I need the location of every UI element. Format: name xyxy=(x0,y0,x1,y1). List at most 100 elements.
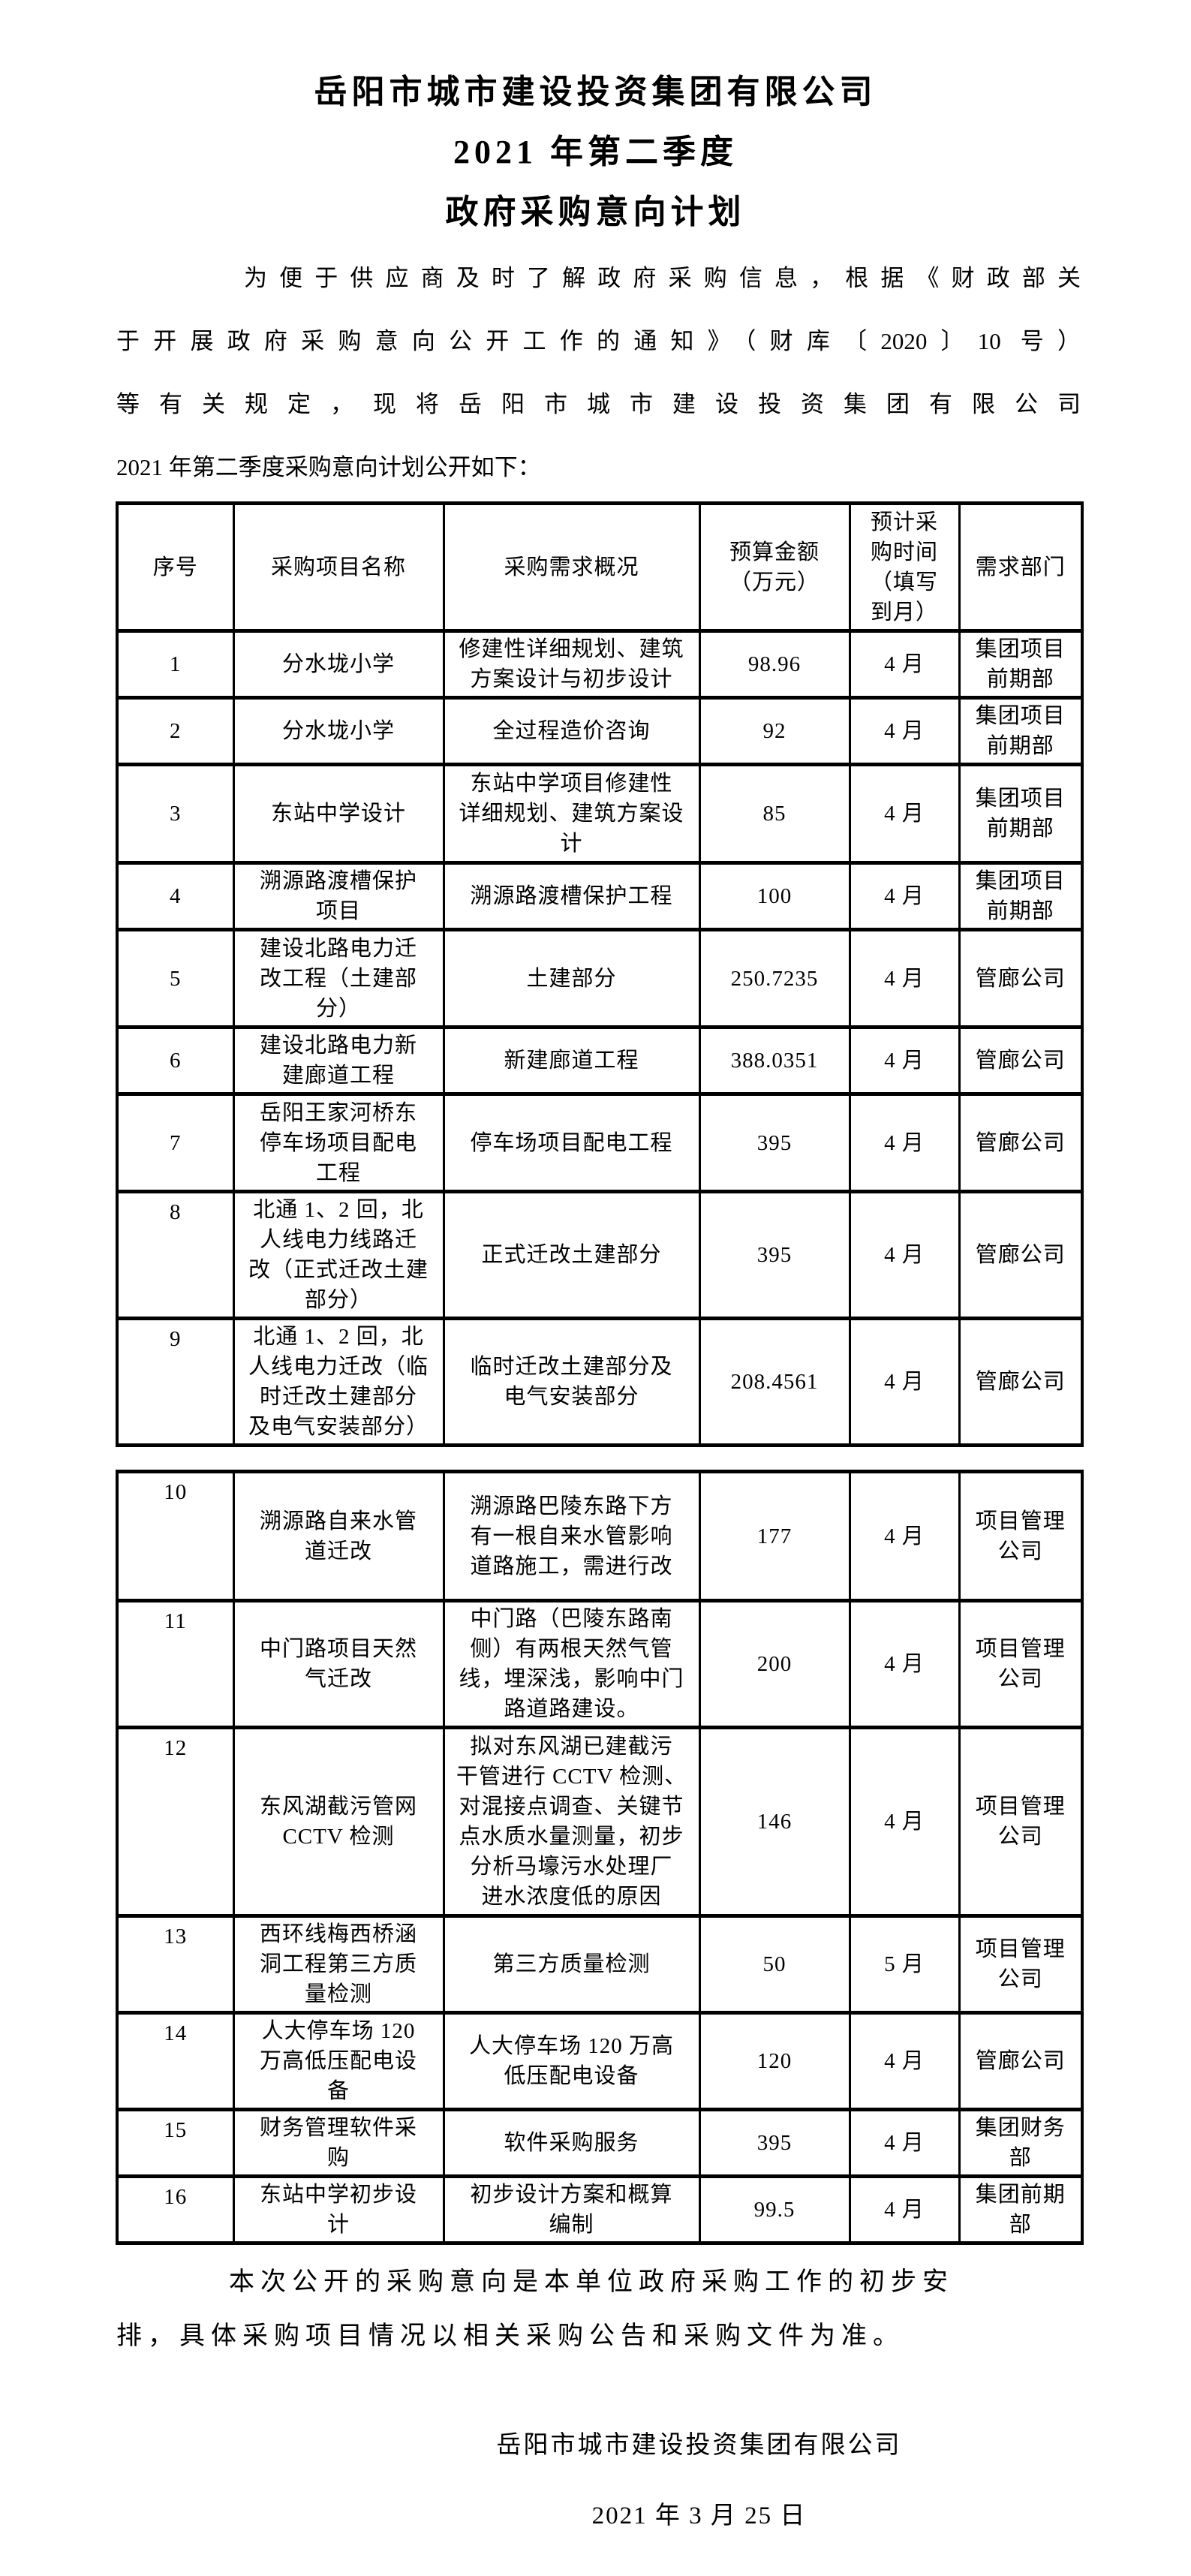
cell-budget: 250.7235 xyxy=(698,928,851,1029)
title-line-plan: 政府采购意向计划 xyxy=(445,194,746,230)
procurement-table-page1: 序号 采购项目名称 采购需求概况 预算金额 （万元） 预计采 购时间 （填写 到… xyxy=(116,501,1084,1447)
title-line-company: 岳阳市城市建设投资集团有限公司 xyxy=(314,74,877,110)
cell-budget: 395 xyxy=(698,1190,851,1320)
table-row: 4 溯源路渡槽保护 项目 溯源路渡槽保护工程 100 4 月 集团项目 前期部 xyxy=(116,861,1084,931)
col-header-no: 序号 xyxy=(116,501,235,633)
cell-name: 中门路项目天然 气迁改 xyxy=(232,1599,445,1729)
table-row: 16 东站中学初步设 计 初步设计方案和概算 编制 99.5 4 月 集团前期 … xyxy=(116,2174,1084,2245)
cell-dept: 项目管理 公司 xyxy=(958,1470,1084,1602)
cell-budget: 388.0351 xyxy=(698,1025,851,1096)
cell-no: 9 xyxy=(116,1317,235,1447)
intro-paragraph: 为便于供应商及时了解政府采购信息，根据《财政部关 于开展政府采购意向公开工作的通… xyxy=(116,247,1081,499)
table-row: 8 北通 1、2 回，北 人线电力线路迁 改（正式迁改土建 部分） 正式迁改土建… xyxy=(116,1190,1084,1320)
cell-name: 分水垅小学 xyxy=(232,696,445,766)
cell-name: 建设北路电力新 建廊道工程 xyxy=(232,1025,445,1096)
cell-time: 4 月 xyxy=(848,1726,961,1918)
cell-time: 4 月 xyxy=(848,629,961,700)
cell-no: 16 xyxy=(116,2174,235,2245)
cell-time: 4 月 xyxy=(848,2174,961,2245)
cell-no: 7 xyxy=(116,1092,235,1193)
cell-no: 12 xyxy=(116,1726,235,1918)
cell-name: 人大停车场 120 万高低压配电设 备 xyxy=(232,2011,445,2111)
cell-name: 溯源路渡槽保护 项目 xyxy=(232,861,445,931)
cell-dept: 集团项目 前期部 xyxy=(958,696,1084,766)
document-title: 岳阳市城市建设投资集团有限公司 2021 年第二季度 政府采购意向计划 xyxy=(0,62,1191,242)
cell-no: 10 xyxy=(116,1470,235,1602)
cell-name: 东站中学初步设 计 xyxy=(232,2174,445,2245)
cell-budget: 100 xyxy=(698,861,851,931)
cell-demand: 拟对东风湖已建截污 干管进行 CCTV 检测、 对混接点调查、关键节 点水质水量… xyxy=(442,1726,701,1918)
cell-no: 3 xyxy=(116,763,235,865)
cell-name: 岳阳王家河桥东 停车场项目配电 工程 xyxy=(232,1092,445,1193)
cell-name: 财务管理软件采 购 xyxy=(232,2108,445,2178)
cell-dept: 管廊公司 xyxy=(958,1025,1084,1096)
cell-no: 4 xyxy=(116,861,235,931)
cell-name: 东站中学设计 xyxy=(232,763,445,865)
cell-dept: 集团项目 前期部 xyxy=(958,763,1084,865)
cell-demand: 全过程造价咨询 xyxy=(442,696,701,766)
table-row: 1 分水垅小学 修建性详细规划、建筑 方案设计与初步设计 98.96 4 月 集… xyxy=(116,629,1084,700)
cell-demand: 修建性详细规划、建筑 方案设计与初步设计 xyxy=(442,629,701,700)
cell-budget: 99.5 xyxy=(698,2174,851,2245)
cell-no: 14 xyxy=(116,2011,235,2111)
cell-dept: 项目管理 公司 xyxy=(958,1599,1084,1729)
cell-budget: 208.4561 xyxy=(698,1317,851,1447)
cell-dept: 集团项目 前期部 xyxy=(958,861,1084,931)
cell-dept: 管廊公司 xyxy=(958,1190,1084,1320)
cell-demand: 停车场项目配电工程 xyxy=(442,1092,701,1193)
cell-demand: 正式迁改土建部分 xyxy=(442,1190,701,1320)
cell-dept: 集团财务 部 xyxy=(958,2108,1084,2178)
table-row: 3 东站中学设计 东站中学项目修建性 详细规划、建筑方案设 计 85 4 月 集… xyxy=(116,763,1084,865)
cell-no: 13 xyxy=(116,1914,235,2015)
cell-dept: 项目管理 公司 xyxy=(958,1914,1084,2015)
cell-time: 4 月 xyxy=(848,2011,961,2111)
cell-no: 8 xyxy=(116,1190,235,1320)
table-row: 13 西环线梅西桥涵 洞工程第三方质 量检测 第三方质量检测 50 5 月 项目… xyxy=(116,1914,1084,2015)
cell-dept: 管廊公司 xyxy=(958,1092,1084,1193)
cell-name: 西环线梅西桥涵 洞工程第三方质 量检测 xyxy=(232,1914,445,2015)
cell-dept: 管廊公司 xyxy=(958,928,1084,1029)
cell-no: 1 xyxy=(116,629,235,700)
cell-demand: 人大停车场 120 万高 低压配电设备 xyxy=(442,2011,701,2111)
cell-name: 北通 1、2 回，北 人线电力迁改（临 时迁改土建部分 及电气安装部分） xyxy=(232,1317,445,1447)
cell-dept: 项目管理 公司 xyxy=(958,1726,1084,1918)
cell-demand: 东站中学项目修建性 详细规划、建筑方案设 计 xyxy=(442,763,701,865)
cell-demand: 溯源路渡槽保护工程 xyxy=(442,861,701,931)
cell-time: 5 月 xyxy=(848,1914,961,2015)
closing-paragraph: 本次公开的采购意向是本单位政府采购工作的初步安 排，具体采购项目情况以相关采购公… xyxy=(116,2268,954,2350)
cell-demand: 新建廊道工程 xyxy=(442,1025,701,1096)
cell-time: 4 月 xyxy=(848,928,961,1029)
cell-time: 4 月 xyxy=(848,1470,961,1602)
table-row: 12 东风湖截污管网 CCTV 检测 拟对东风湖已建截污 干管进行 CCTV 检… xyxy=(116,1726,1084,1918)
cell-time: 4 月 xyxy=(848,1092,961,1193)
cell-time: 4 月 xyxy=(848,1599,961,1729)
cell-demand: 溯源路巴陵东路下方 有一根自来水管影响 道路施工，需进行改 xyxy=(442,1470,701,1602)
cell-time: 4 月 xyxy=(848,1190,961,1320)
cell-time: 4 月 xyxy=(848,1317,961,1447)
col-header-dept: 需求部门 xyxy=(958,501,1084,633)
cell-time: 4 月 xyxy=(848,1025,961,1096)
cell-dept: 管廊公司 xyxy=(958,1317,1084,1447)
cell-budget: 92 xyxy=(698,696,851,766)
cell-demand: 土建部分 xyxy=(442,928,701,1029)
cell-name: 分水垅小学 xyxy=(232,629,445,700)
col-header-time: 预计采 购时间 （填写 到月） xyxy=(848,501,961,633)
table-row: 5 建设北路电力迁 改工程（土建部 分） 土建部分 250.7235 4 月 管… xyxy=(116,928,1084,1029)
procurement-table-page2: 10 溯源路自来水管 道迁改 溯源路巴陵东路下方 有一根自来水管影响 道路施工，… xyxy=(116,1470,1084,2245)
cell-demand: 软件采购服务 xyxy=(442,2108,701,2178)
table-row: 2 分水垅小学 全过程造价咨询 92 4 月 集团项目 前期部 xyxy=(116,696,1084,766)
signature-company: 岳阳市城市建设投资集团有限公司 xyxy=(496,2432,902,2459)
cell-time: 4 月 xyxy=(848,696,961,766)
cell-no: 5 xyxy=(116,928,235,1029)
cell-name: 建设北路电力迁 改工程（土建部 分） xyxy=(232,928,445,1029)
intro-last-line: 2021 年第二季度采购意向计划公开如下： xyxy=(116,454,541,480)
cell-name: 北通 1、2 回，北 人线电力线路迁 改（正式迁改土建 部分） xyxy=(232,1190,445,1320)
cell-time: 4 月 xyxy=(848,763,961,865)
table-row: 7 岳阳王家河桥东 停车场项目配电 工程 停车场项目配电工程 395 4 月 管… xyxy=(116,1092,1084,1193)
cell-budget: 146 xyxy=(698,1726,851,1918)
signature-date: 2021 年 3 月 25 日 xyxy=(591,2502,807,2529)
cell-budget: 98.96 xyxy=(698,629,851,700)
table-row: 9 北通 1、2 回，北 人线电力迁改（临 时迁改土建部分 及电气安装部分） 临… xyxy=(116,1317,1084,1447)
cell-dept: 集团项目 前期部 xyxy=(958,629,1084,700)
